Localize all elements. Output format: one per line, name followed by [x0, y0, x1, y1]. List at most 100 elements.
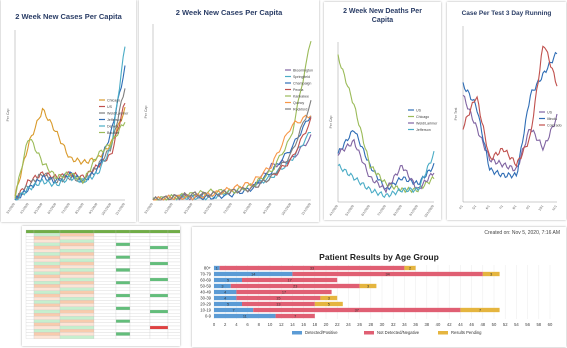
sheet-cell	[59, 268, 95, 272]
sheet-cell	[149, 239, 169, 243]
sheet-cell	[115, 249, 131, 253]
x-tick-label: 11/1/2020	[301, 202, 312, 216]
sheet-cell	[149, 281, 169, 285]
legend-entry: Bloomington	[293, 68, 313, 72]
x-tick-label: 58	[536, 322, 541, 327]
x-tick-label: 9/1/2020	[262, 202, 273, 215]
sheet-cell	[33, 249, 61, 253]
legend-entry: Jefferson	[416, 128, 431, 132]
chart-title-1: 2 Week New Cases Per Capita	[15, 12, 122, 21]
series-line	[14, 46, 126, 201]
sheet-cell	[149, 309, 169, 314]
sheet-cell	[115, 261, 131, 266]
x-tick-label: 9/1/2020	[88, 202, 99, 215]
legend-entry: Boulder	[107, 131, 120, 135]
sheet-cell	[115, 236, 131, 240]
sheet-cell	[149, 261, 169, 266]
sheet-cell	[115, 284, 131, 288]
sheet-cell	[33, 255, 61, 259]
x-tick-label: 38	[424, 322, 429, 327]
sheet-cell	[115, 309, 131, 314]
x-tick-label: 3/1/2020	[5, 202, 16, 215]
x-tick-label: 4/1	[458, 204, 464, 210]
sheet-cell	[149, 277, 169, 282]
y-axis-label: Per Cap	[329, 116, 333, 129]
sheet-cell	[93, 239, 117, 243]
x-tick-label: 6/1	[485, 204, 491, 210]
bar-segment	[214, 307, 254, 313]
sheet-cell	[33, 245, 61, 250]
legend-entry: Detected/Positive	[305, 330, 338, 335]
sheet-cell	[167, 329, 180, 333]
sheet-cell	[33, 313, 61, 317]
sheet-cell	[59, 245, 95, 250]
legend-entry: US	[547, 110, 553, 114]
sheet-cell	[93, 261, 117, 266]
sheet-cell	[59, 325, 95, 330]
sheet-cell	[25, 322, 35, 327]
legend-entry: Weld/Larimer	[416, 121, 438, 125]
sheet-cell	[115, 332, 131, 336]
sheet-cell	[33, 335, 61, 339]
category-label: 30-39	[200, 296, 211, 301]
legend-entry: Not Detected/Negative	[377, 330, 420, 335]
legend-entry: Peoria	[293, 88, 303, 92]
legend-entry: Chicago	[107, 98, 120, 102]
sheet-cell	[93, 242, 117, 247]
sheet-cell	[115, 255, 131, 259]
sheet-cell	[33, 261, 61, 266]
series-line	[337, 138, 435, 194]
data-label: 17	[282, 290, 286, 294]
sheet-cell	[33, 274, 61, 279]
sheet-cell	[129, 309, 151, 314]
data-label: 23	[293, 284, 297, 288]
legend-entry: Springfield	[293, 75, 310, 79]
sheet-cell	[149, 242, 169, 247]
category-label: 20-29	[200, 302, 211, 307]
legend-entry: Chicago	[416, 115, 429, 119]
category-label: 80+	[204, 266, 212, 271]
x-tick-label: 4	[235, 322, 238, 327]
line-chart-1: Per Cap 3/1/2020 4/1/2020 5/1/2020 6/1/2020 7…	[5, 30, 129, 216]
sheet-cell	[167, 236, 180, 240]
bar-segment	[214, 283, 231, 289]
sheet-cell	[59, 242, 95, 247]
legend-entry: Illinois	[547, 117, 557, 121]
series-line	[14, 106, 126, 197]
series-line	[152, 100, 312, 201]
sheet-cell	[149, 300, 169, 304]
sheet-cell	[59, 274, 95, 279]
sheet-cell	[115, 293, 131, 298]
x-tick-label: 12	[279, 322, 284, 327]
sheet-cell	[149, 322, 169, 327]
x-tick-label: 5/1/2020	[33, 202, 44, 215]
sheet-cell	[93, 277, 117, 282]
x-tick-label: 10/1	[538, 204, 545, 212]
sheet-cell	[33, 233, 61, 237]
legend-entry: US	[107, 105, 113, 109]
series-line	[14, 122, 126, 199]
x-tick-label: 7/1/2020	[376, 204, 387, 217]
sheet-cell	[33, 306, 61, 311]
sheet-cell	[129, 245, 151, 250]
category-label: 60-69	[200, 278, 211, 283]
sheet-cell	[93, 303, 117, 307]
sheet-cell	[167, 265, 180, 269]
line-chart-2: Per Cap 3/1/2020 4/1/2020 5/1/2020 6/1/2020 7…	[143, 24, 313, 216]
sheet-cell	[59, 265, 95, 269]
sheet-cell	[115, 268, 131, 272]
x-tick-label: 56	[525, 322, 530, 327]
legend-swatch	[438, 331, 448, 335]
legend-swatch	[292, 331, 302, 335]
data-label: 5	[227, 278, 229, 282]
sheet-cell	[33, 265, 61, 269]
sheet-cell	[115, 313, 131, 317]
sheet-cell	[93, 249, 117, 253]
series-line	[462, 51, 558, 180]
bar-segment	[292, 271, 483, 277]
sheet-cell	[129, 255, 151, 259]
data-label: 37	[355, 308, 359, 312]
bar-segment	[214, 271, 293, 277]
bar-segment	[214, 295, 237, 301]
x-tick-label: 9/1/2020	[408, 204, 419, 217]
